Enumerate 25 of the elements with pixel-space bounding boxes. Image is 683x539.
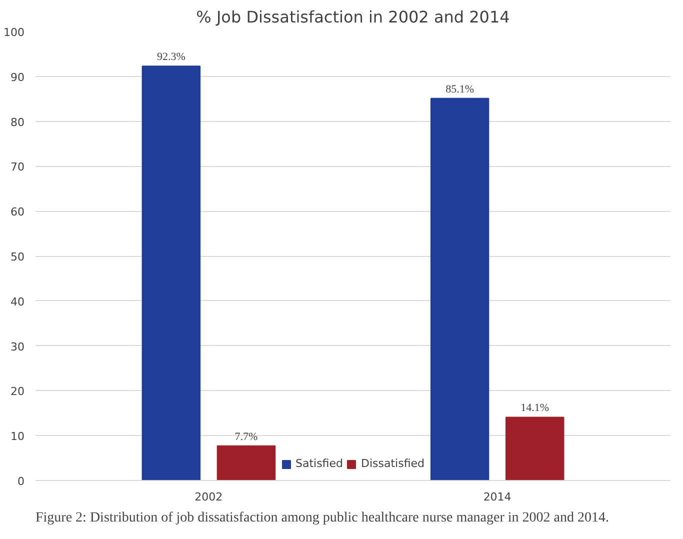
- x-tick-label: 2014: [483, 490, 512, 504]
- chart-title: % Job Dissatisfaction in 2002 and 2014: [196, 8, 510, 26]
- bar: [216, 445, 276, 480]
- y-tick-label: 100: [4, 26, 25, 39]
- legend-label: Satisfied: [295, 457, 343, 470]
- y-tick-label: 30: [10, 340, 25, 354]
- y-tick-label: 80: [10, 116, 25, 129]
- caption: Figure 2: Distribution of job dissatisfaction among public healthcare nurse manager in 2002 and 2014.: [36, 510, 609, 526]
- bar: [505, 416, 564, 480]
- legend-label: Dissatisfied: [361, 457, 425, 470]
- y-tick-label: 0: [18, 475, 24, 488]
- data-label: 92.3%: [156, 51, 186, 64]
- y-tick-label: 90: [10, 70, 25, 84]
- y-tick-label: 70: [10, 160, 25, 174]
- y-tick-label: 20: [10, 385, 25, 398]
- bar: [430, 98, 490, 480]
- data-label: 14.1%: [520, 402, 550, 414]
- y-tick-label: 10: [10, 430, 25, 444]
- y-tick-label: 60: [10, 206, 25, 219]
- x-tick-label: 2002: [194, 490, 223, 504]
- data-label: 7.7%: [234, 430, 258, 443]
- y-tick-label: 40: [10, 295, 25, 308]
- data-label: 85.1%: [446, 83, 474, 96]
- bar: [142, 66, 201, 480]
- y-tick-label: 50: [10, 250, 25, 264]
